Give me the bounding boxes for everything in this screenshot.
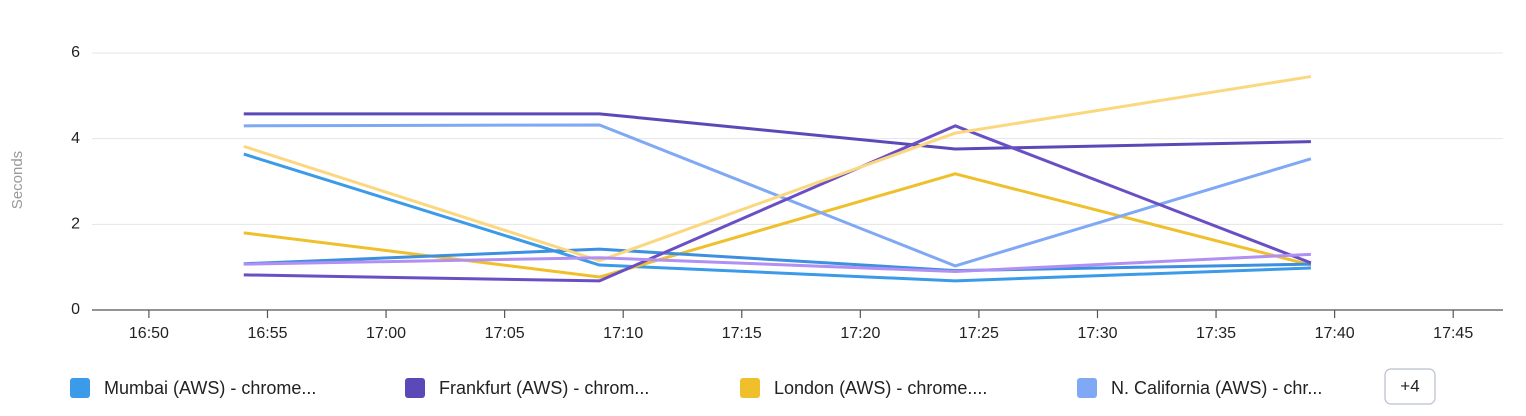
legend-swatch xyxy=(70,378,90,398)
x-tick-label: 16:55 xyxy=(247,325,287,342)
y-tick-label: 0 xyxy=(71,301,80,318)
y-tick-label: 4 xyxy=(71,130,80,147)
y-tick-label: 6 xyxy=(71,44,80,61)
x-tick-label: 17:20 xyxy=(840,325,880,342)
x-tick-label: 17:35 xyxy=(1196,325,1236,342)
series-line xyxy=(243,252,1311,273)
legend-swatch xyxy=(1077,378,1097,398)
series-line xyxy=(243,247,1311,273)
legend-label[interactable]: N. California (AWS) - chr... xyxy=(1111,378,1322,398)
series-line xyxy=(243,112,1311,151)
legend-label[interactable]: Frankfurt (AWS) - chrom... xyxy=(439,378,649,398)
x-tick-label: 17:10 xyxy=(603,325,643,342)
x-tick-label: 17:00 xyxy=(366,325,406,342)
x-tick-label: 17:45 xyxy=(1433,325,1473,342)
legend-more[interactable]: +4 xyxy=(1400,376,1419,395)
legend-more-box[interactable] xyxy=(1384,368,1436,405)
y-axis-label: Seconds xyxy=(9,151,26,209)
x-tick-label: 17:30 xyxy=(1077,325,1117,342)
series-line xyxy=(243,124,1312,283)
x-tick-label: 17:40 xyxy=(1315,325,1355,342)
legend-swatch xyxy=(405,378,425,398)
legend-label[interactable]: London (AWS) - chrome.... xyxy=(774,378,987,398)
legend-swatch xyxy=(740,378,760,398)
y-tick-label: 2 xyxy=(71,216,80,233)
x-tick-label: 17:15 xyxy=(722,325,762,342)
series-line xyxy=(243,152,1311,283)
x-tick-label: 17:05 xyxy=(485,325,525,342)
series-line xyxy=(243,75,1312,263)
x-tick-label: 17:25 xyxy=(959,325,999,342)
x-tick-label: 16:50 xyxy=(129,325,169,342)
legend-label[interactable]: Mumbai (AWS) - chrome... xyxy=(104,378,316,398)
